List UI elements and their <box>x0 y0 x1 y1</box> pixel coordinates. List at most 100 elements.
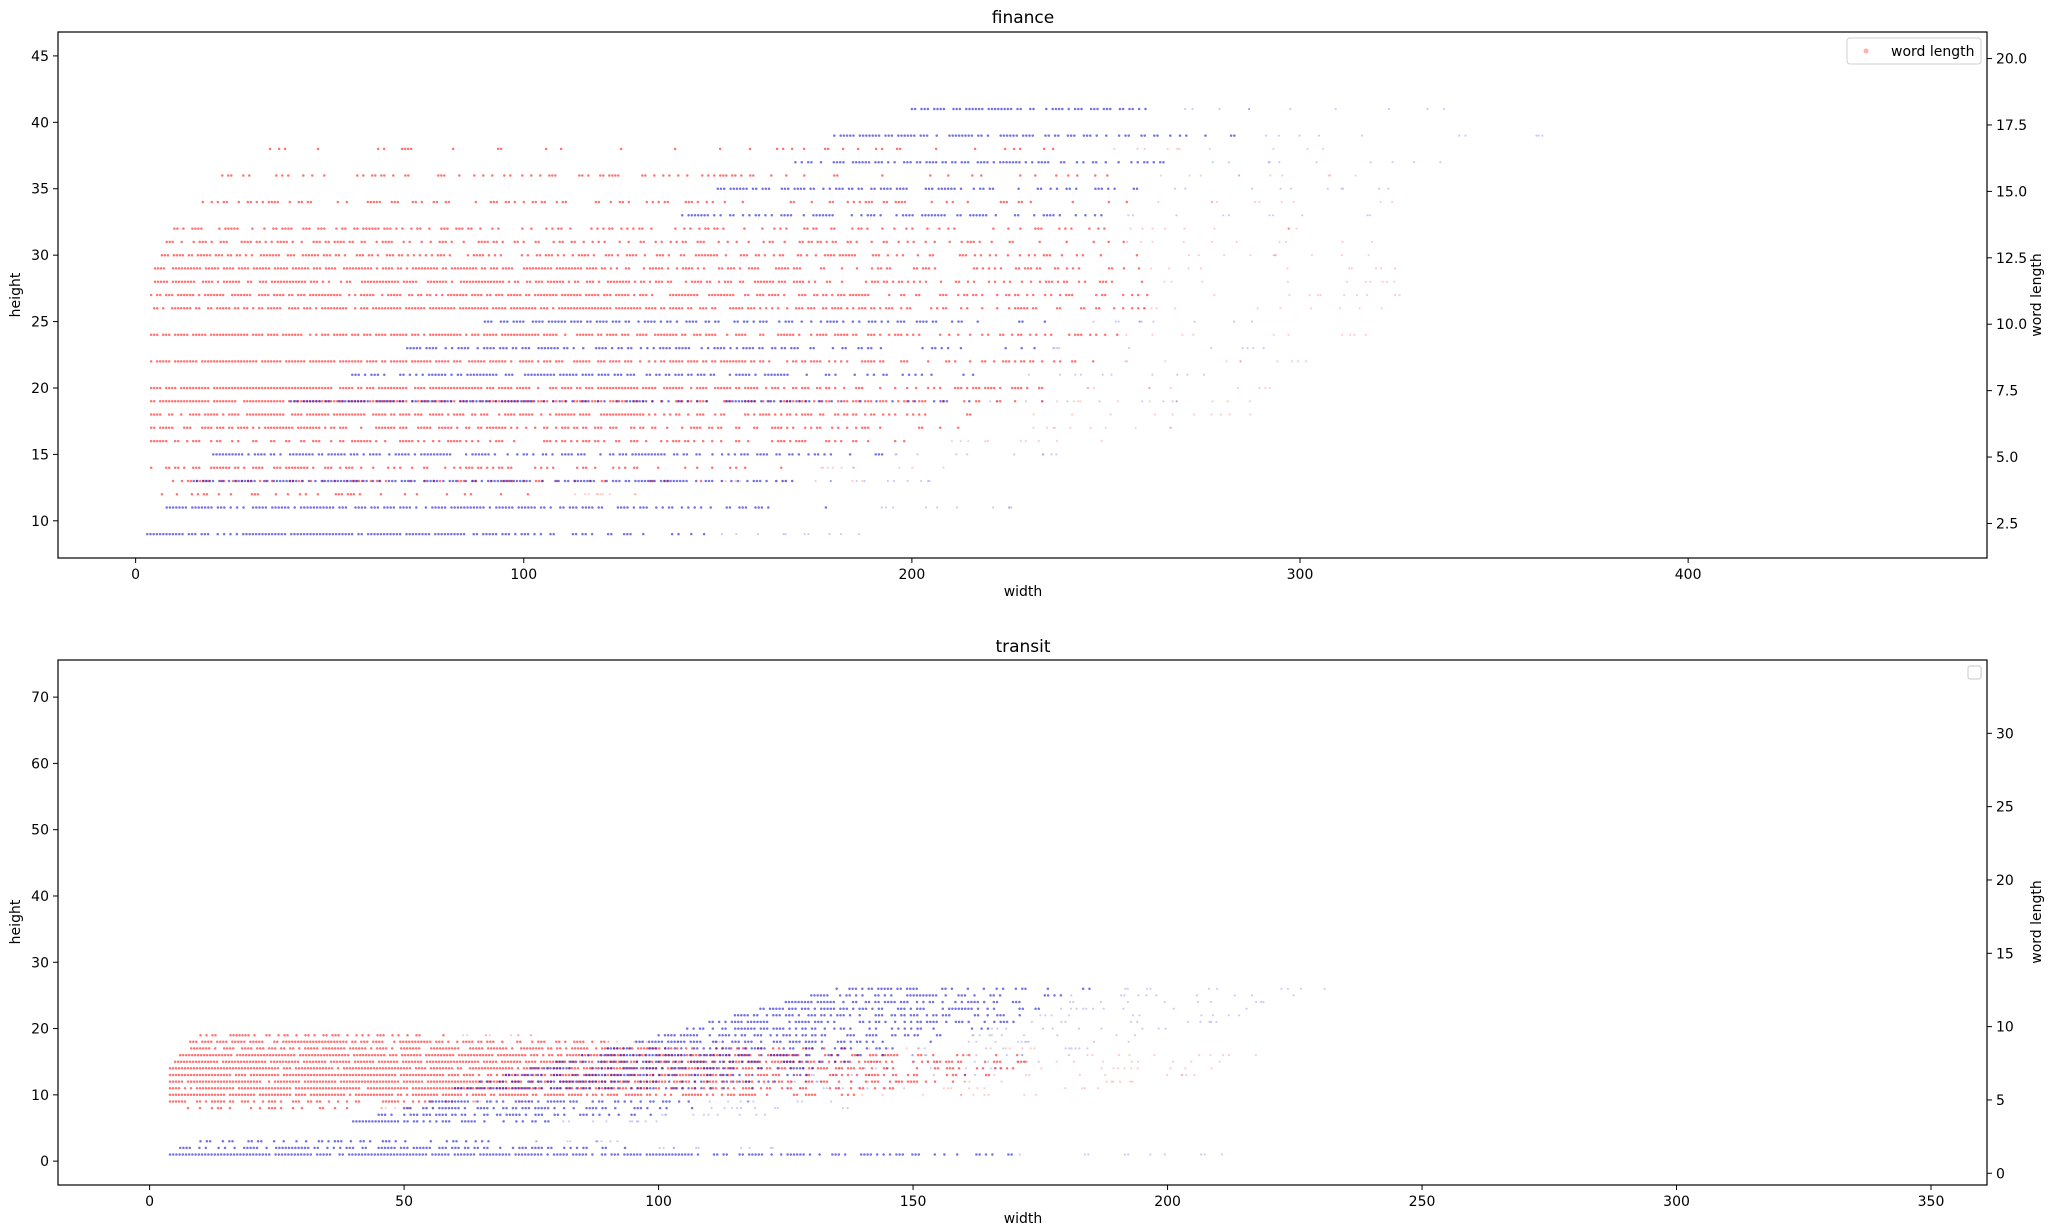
scatter-point <box>293 386 297 390</box>
scatter-point <box>932 386 936 390</box>
scatter-point <box>287 506 290 509</box>
scatter-point <box>185 386 189 390</box>
scatter-point <box>554 386 558 390</box>
scatter-point <box>482 532 485 536</box>
scatter-point <box>1091 160 1095 164</box>
scatter-point <box>1295 227 1298 230</box>
scatter-point <box>276 280 280 283</box>
scatter-point <box>644 307 648 310</box>
scatter-point <box>755 293 759 297</box>
scatter-point <box>788 453 791 456</box>
scatter-point <box>269 413 273 416</box>
scatter-point <box>251 466 255 469</box>
scatter-point <box>882 1086 886 1090</box>
scatter-point <box>767 187 771 190</box>
scatter-point <box>497 439 501 443</box>
scatter-point <box>360 532 363 536</box>
scatter-point <box>317 453 321 456</box>
scatter-point <box>579 267 583 270</box>
scatter-point <box>892 479 896 483</box>
scatter-point <box>429 240 432 244</box>
scatter-point <box>964 134 967 137</box>
scatter-point <box>1007 506 1011 509</box>
scatter-point <box>329 400 333 403</box>
scatter-point <box>842 333 846 337</box>
scatter-point <box>413 386 417 390</box>
scatter-point <box>905 333 909 337</box>
scatter-point <box>648 373 652 376</box>
scatter-point <box>347 360 351 363</box>
scatter-point <box>233 360 237 363</box>
scatter-point <box>618 453 621 456</box>
scatter-point <box>396 267 400 270</box>
scatter-point <box>747 1093 751 1097</box>
scatter-point <box>198 240 201 244</box>
scatter-point <box>379 492 383 496</box>
scatter-point <box>216 1093 220 1097</box>
scatter-point <box>951 134 954 137</box>
scatter-point <box>503 174 506 177</box>
scatter-point <box>365 293 369 297</box>
scatter-point <box>264 532 267 536</box>
scatter-point <box>512 413 516 416</box>
scatter-point <box>662 307 666 310</box>
scatter-point <box>523 373 527 376</box>
scatter-point <box>629 413 633 416</box>
scatter-point <box>355 253 359 257</box>
scatter-point <box>775 453 778 456</box>
scatter-point <box>832 320 835 323</box>
scatter-point <box>968 400 971 403</box>
scatter-point <box>770 174 773 177</box>
scatter-point <box>308 307 312 310</box>
scatter-point <box>514 346 518 350</box>
scatter-point <box>180 267 184 270</box>
scatter-point <box>414 267 418 270</box>
scatter-point <box>197 400 201 403</box>
scatter-point <box>585 1093 589 1097</box>
scatter-point <box>833 134 836 137</box>
scatter-point <box>594 1086 598 1090</box>
scatter-point <box>885 240 888 244</box>
y-tick-label: 45 <box>31 49 49 65</box>
scatter-point <box>285 240 288 244</box>
scatter-point <box>1178 134 1182 137</box>
scatter-point <box>179 293 183 297</box>
scatter-point <box>283 532 287 536</box>
scatter-point <box>516 240 519 244</box>
scatter-point <box>800 160 804 164</box>
scatter-point <box>412 253 416 257</box>
scatter-point <box>872 413 876 416</box>
scatter-point <box>737 360 741 363</box>
scatter-point <box>634 253 638 257</box>
scatter-point <box>233 466 237 469</box>
scatter-point <box>563 386 567 390</box>
scatter-point <box>389 227 392 230</box>
scatter-point <box>222 200 226 204</box>
scatter-point <box>247 453 250 456</box>
scatter-point <box>525 479 528 483</box>
scatter-point <box>383 413 387 416</box>
scatter-point <box>438 479 442 483</box>
y2-axis-label: word length <box>2029 253 2045 337</box>
scatter-point <box>971 373 975 376</box>
scatter-point <box>833 174 836 177</box>
scatter-point <box>899 307 903 310</box>
scatter-point <box>830 293 834 297</box>
scatter-point <box>922 134 926 137</box>
scatter-point <box>693 1093 697 1097</box>
scatter-point <box>208 253 212 257</box>
scatter-point <box>378 280 382 283</box>
scatter-point <box>746 413 750 416</box>
scatter-point <box>1065 187 1068 190</box>
scatter-point <box>582 346 585 350</box>
scatter-point <box>689 293 693 297</box>
scatter-point <box>240 1086 244 1090</box>
scatter-point <box>380 307 384 310</box>
scatter-point <box>854 400 858 403</box>
scatter-point <box>237 453 241 456</box>
scatter-point <box>1029 267 1033 270</box>
scatter-point <box>620 333 624 337</box>
scatter-point <box>500 400 504 403</box>
scatter-point <box>924 506 928 509</box>
scatter-point <box>359 426 363 430</box>
